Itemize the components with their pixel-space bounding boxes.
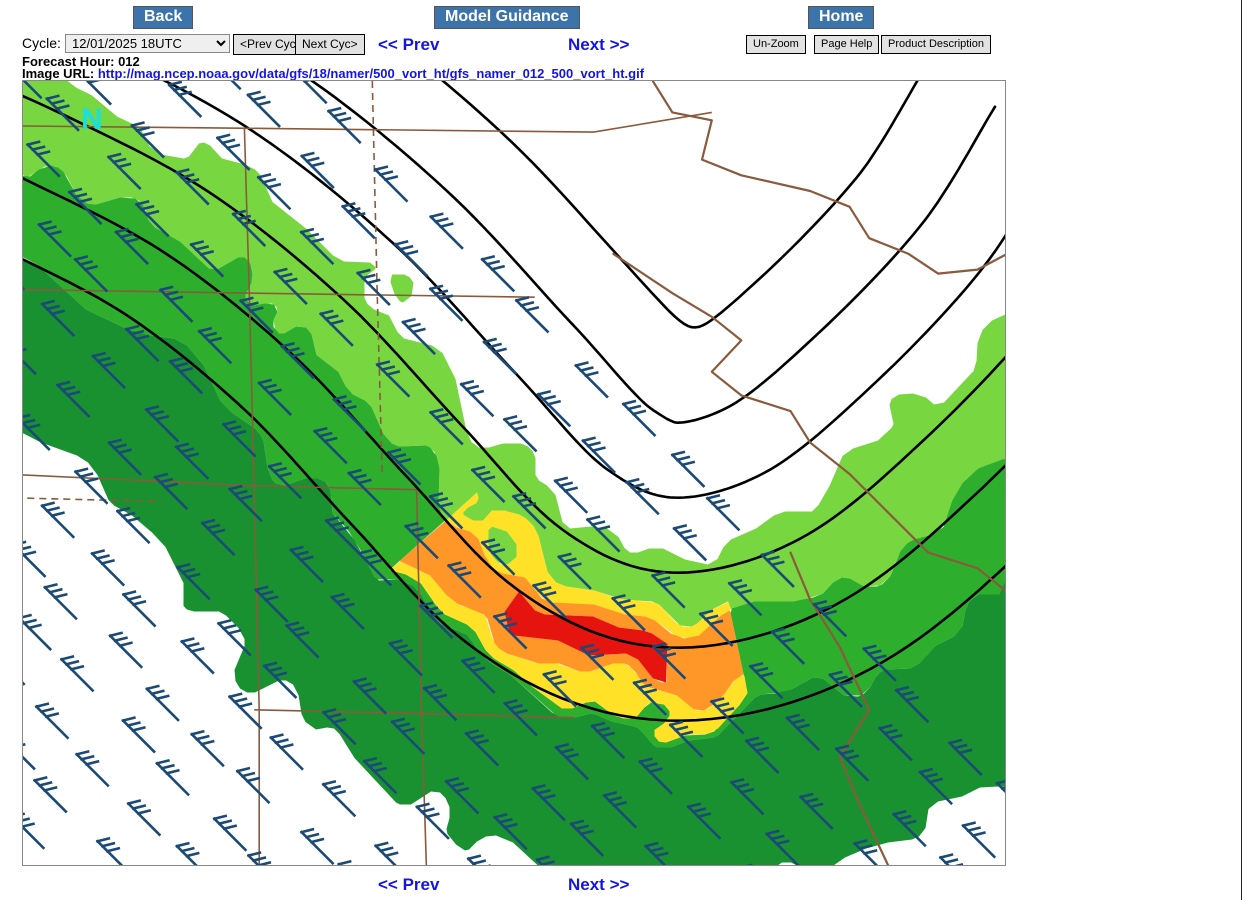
svg-text:N: N [81, 103, 103, 136]
